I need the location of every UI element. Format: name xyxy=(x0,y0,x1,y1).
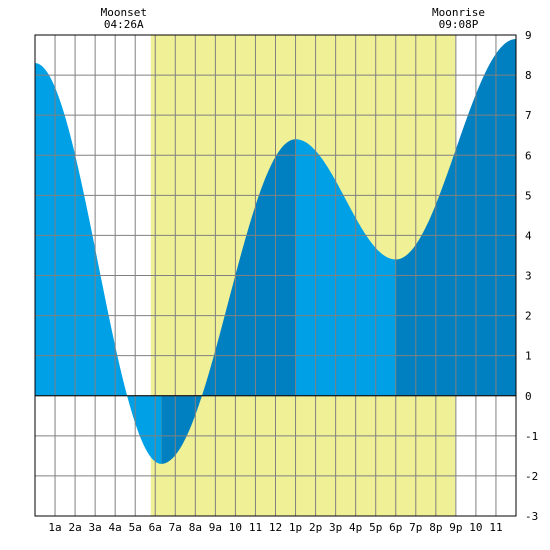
plot-frame xyxy=(34,34,517,517)
x-tick-label: 3p xyxy=(329,521,342,534)
y-tick-label: -3 xyxy=(525,510,538,523)
x-tick-label: 6p xyxy=(389,521,402,534)
moonset-time: 04:26A xyxy=(104,18,144,31)
x-tick-label: 8a xyxy=(189,521,202,534)
y-tick-label: 1 xyxy=(525,350,532,363)
x-tick-label: 8p xyxy=(429,521,442,534)
y-tick-label: 3 xyxy=(525,270,532,283)
x-tick-label: 10 xyxy=(229,521,242,534)
x-tick-label: 12 xyxy=(269,521,282,534)
y-tick-label: 0 xyxy=(525,390,532,403)
y-tick-label: 9 xyxy=(525,29,532,42)
tide-segment-3 xyxy=(295,139,396,396)
x-tick-label: 7p xyxy=(409,521,422,534)
x-tick-label: 2a xyxy=(68,521,81,534)
x-tick-label: 3a xyxy=(89,521,102,534)
y-tick-label: 8 xyxy=(525,69,532,82)
x-tick-label: 7a xyxy=(169,521,182,534)
x-tick-label: 4p xyxy=(349,521,362,534)
x-tick-label: 10 xyxy=(469,521,482,534)
tide-segment-2 xyxy=(161,139,296,464)
tide-segment-1 xyxy=(35,63,162,464)
y-tick-label: 4 xyxy=(525,229,532,242)
x-tick-label: 11 xyxy=(249,521,262,534)
x-tick-label: 9a xyxy=(209,521,222,534)
x-tick-label: 1p xyxy=(289,521,302,534)
x-tick-label: 5p xyxy=(369,521,382,534)
y-tick-label: 7 xyxy=(525,109,532,122)
y-tick-label: -1 xyxy=(525,430,538,443)
moonset-label: Moonset xyxy=(101,6,147,19)
x-tick-label: 4a xyxy=(109,521,122,534)
x-tick-label: 1a xyxy=(48,521,61,534)
y-tick-label: 6 xyxy=(525,149,532,162)
y-tick-label: 2 xyxy=(525,310,532,323)
x-tick-label: 2p xyxy=(309,521,322,534)
moonrise-time: 09:08P xyxy=(439,18,479,31)
x-tick-label: 5a xyxy=(129,521,142,534)
y-tick-label: -2 xyxy=(525,470,538,483)
x-tick-label: 11 xyxy=(489,521,502,534)
x-tick-label: 6a xyxy=(149,521,162,534)
moonrise-label: Moonrise xyxy=(432,6,485,19)
x-tick-label: 9p xyxy=(449,521,462,534)
y-tick-label: 5 xyxy=(525,189,532,202)
